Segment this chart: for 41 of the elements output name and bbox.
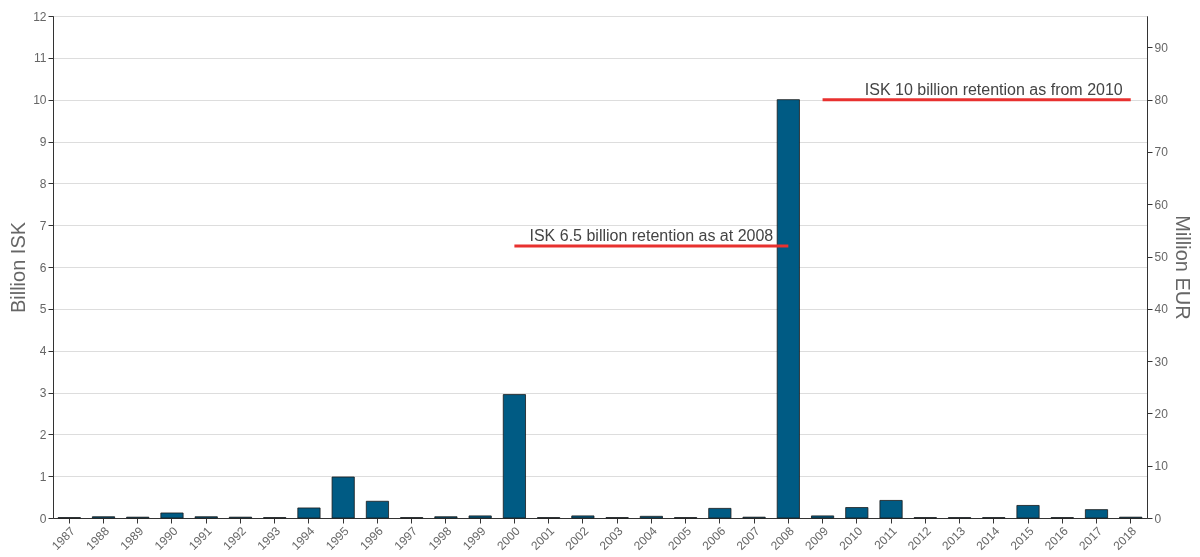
y-tick-label: 9	[39, 135, 47, 149]
bar	[708, 507, 732, 519]
annotation: ISK 6.5 billion retention as at 2008	[529, 227, 774, 245]
y2-tick-label: 50	[1154, 250, 1169, 265]
y-tick-label: 1	[39, 469, 47, 484]
bar	[1016, 505, 1040, 519]
y-tick-label: 11	[34, 51, 47, 66]
y2-tick-label: 20	[1154, 406, 1169, 421]
y2-tick-label: 80	[1154, 93, 1169, 108]
y2-tick-label: 70	[1154, 145, 1169, 160]
bar	[776, 99, 800, 519]
y-tick-label: 4	[39, 344, 47, 359]
bar	[571, 515, 595, 519]
bar	[879, 500, 903, 519]
y-tick-label: 8	[39, 176, 47, 191]
bar	[811, 515, 835, 519]
bar	[845, 507, 869, 519]
y2-tick-label: 40	[1154, 302, 1169, 317]
bar	[297, 507, 321, 519]
y2-tick-label: 60	[1154, 197, 1169, 212]
y-tick-label: 3	[39, 386, 47, 400]
bar	[502, 394, 526, 519]
y2-tick-label: 30	[1154, 354, 1169, 369]
y-tick-label: 0	[39, 511, 47, 526]
bar	[331, 476, 355, 519]
y-tick-label: 10	[33, 93, 47, 108]
y-tick-label: 6	[39, 260, 47, 275]
y-tick-label: 12	[33, 9, 47, 24]
y-tick-label: 7	[39, 218, 47, 233]
y-tick-label: 5	[39, 302, 47, 317]
bar	[365, 500, 389, 519]
y2-tick-label: 10	[1154, 459, 1169, 474]
y2-axis-title: Million EUR	[1171, 215, 1194, 320]
bar	[468, 515, 492, 519]
y-axis-title: Billion ISK	[7, 221, 30, 314]
y2-tick-label: 0	[1154, 511, 1162, 526]
y2-tick-label: 90	[1154, 40, 1169, 55]
y-tick-label: 2	[39, 427, 47, 442]
annotation: ISK 10 billion retention as from 2010	[864, 80, 1123, 98]
bar	[1084, 509, 1109, 519]
bar	[160, 512, 184, 519]
